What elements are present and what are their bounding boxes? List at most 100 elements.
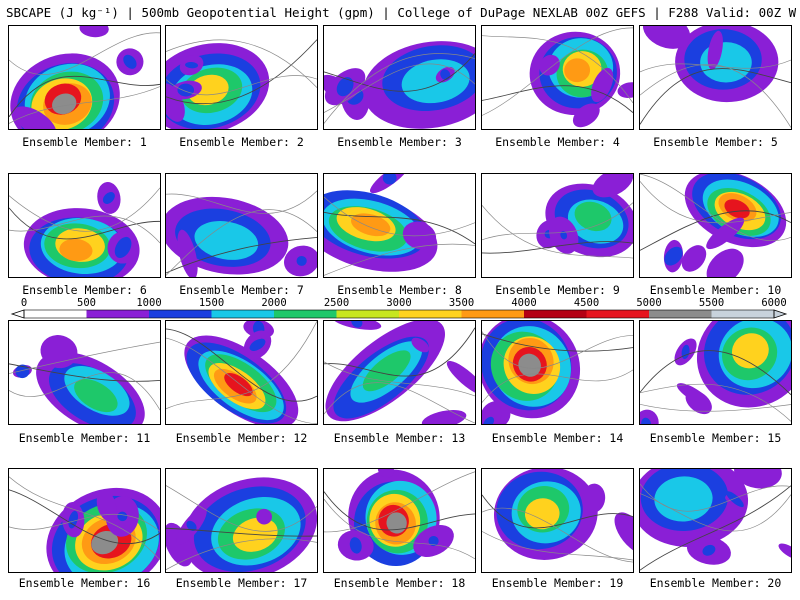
geopotential-contours	[640, 483, 791, 571]
cape-field-map	[640, 321, 791, 424]
ensemble-member-map	[165, 25, 318, 130]
cape-field-map	[482, 469, 633, 563]
cape-field-map	[640, 174, 791, 277]
cape-field-map	[640, 469, 791, 571]
colorbar-segment	[149, 310, 212, 318]
colorbar-segment	[586, 310, 649, 318]
cape-shading	[166, 43, 270, 129]
colorbar-tick-label: 6000	[761, 297, 787, 309]
cape-shading	[529, 31, 633, 128]
colorbar-tick-label: 1500	[198, 297, 225, 309]
panel-caption: Ensemble Member: 5	[653, 135, 778, 149]
geopotential-contours	[324, 196, 475, 276]
panel-caption: Ensemble Member: 6	[22, 283, 147, 297]
cape-shading	[10, 26, 144, 129]
colorbar-tick-label: 5500	[698, 297, 725, 309]
colorbar-tick-label: 0	[20, 297, 28, 309]
colorbar-tick-label: 4500	[573, 297, 600, 309]
geopotential-contours	[640, 59, 791, 128]
geopotential-contours	[482, 331, 633, 403]
cape-field-map	[482, 174, 633, 259]
colorbar-segment	[649, 310, 712, 318]
geopotential-contours	[640, 174, 791, 251]
panel-caption: Ensemble Member: 2	[179, 135, 304, 149]
colorbar-segment	[399, 310, 462, 318]
cape-field-map	[324, 174, 475, 276]
ensemble-member-map	[481, 173, 634, 278]
cape-shading	[482, 321, 581, 424]
panel-caption: Ensemble Member: 12	[175, 431, 308, 445]
cape-shading	[324, 41, 475, 129]
colorbar-high-arrow	[773, 309, 788, 319]
ensemble-member-map	[481, 320, 634, 425]
cape-shading	[640, 321, 791, 424]
panel-caption: Ensemble Member: 16	[18, 576, 151, 590]
cape-shading	[493, 469, 633, 560]
ensemble-member-map	[639, 25, 792, 130]
cape-shading	[640, 469, 791, 565]
geopotential-contours	[324, 327, 475, 424]
ensemble-member-map	[639, 320, 792, 425]
colorbar-tick-label: 2500	[323, 297, 350, 309]
cape-field-map	[166, 477, 317, 572]
cape-field-map	[640, 26, 791, 128]
geopotential-contours	[9, 341, 160, 411]
colorbar-segment	[711, 310, 774, 318]
cape-field-map	[9, 182, 160, 277]
colorbar-tick-label: 3500	[448, 297, 475, 309]
geopotential-contours	[324, 53, 475, 124]
colorbar-segment	[211, 310, 274, 318]
cape-shading	[663, 174, 787, 277]
colorbar-tick-label: 4000	[511, 297, 537, 309]
colorbar-scale	[10, 309, 788, 319]
ensemble-member-map	[8, 25, 161, 130]
cape-shading	[536, 174, 633, 258]
ensemble-member-map	[639, 173, 792, 278]
colorbar-segment	[274, 310, 337, 318]
colorbar-segment	[86, 310, 149, 318]
sbcape-colorbar: 0 500 1000 1500 2000 2500 3000 3500 4000 4500 5000…	[8, 297, 792, 321]
colorbar-segment	[336, 310, 399, 318]
geopotential-contours	[166, 190, 317, 276]
cape-field-map	[9, 476, 160, 572]
ensemble-member-map	[8, 468, 161, 573]
cape-shading	[12, 335, 145, 424]
ensemble-member-map	[481, 468, 634, 573]
cape-field-map	[166, 39, 317, 129]
colorbar-tick-label: 1000	[136, 297, 162, 309]
geopotential-contours	[482, 202, 633, 259]
colorbar-tick-label: 5000	[636, 297, 662, 309]
geopotential-contours	[324, 471, 475, 560]
panel-caption: Ensemble Member: 8	[337, 283, 462, 297]
panel-caption: Ensemble Member: 17	[175, 576, 308, 590]
panel-caption: Ensemble Member: 4	[495, 135, 620, 149]
map-title: SBCAPE (J kg⁻¹) | 500mb Geopotential Hei…	[6, 5, 796, 20]
geopotential-contours	[166, 321, 317, 424]
panel-caption: Ensemble Member: 18	[333, 576, 466, 590]
panel-caption: Ensemble Member: 14	[491, 431, 624, 445]
ensemble-member-map	[165, 320, 318, 425]
geopotential-contours	[9, 476, 160, 561]
colorbar-segment	[24, 310, 87, 318]
geopotential-contours	[166, 39, 317, 105]
cape-field-map	[324, 469, 475, 567]
cape-shading	[325, 321, 475, 424]
cape-field-map	[166, 190, 317, 277]
cape-field-map	[9, 335, 160, 424]
colorbar-tick-label: 3000	[386, 297, 412, 309]
ensemble-member-map	[165, 173, 318, 278]
panel-caption: Ensemble Member: 1	[22, 135, 147, 149]
geopotential-contours	[9, 187, 160, 244]
panel-caption: Ensemble Member: 10	[649, 283, 782, 297]
ensemble-member-map	[165, 468, 318, 573]
ensemble-member-map	[639, 468, 792, 573]
geopotential-contours	[640, 350, 791, 422]
ensemble-member-map	[323, 468, 476, 573]
panel-caption: Ensemble Member: 20	[649, 576, 782, 590]
geopotential-contours	[166, 485, 317, 570]
ensemble-member-map	[323, 25, 476, 130]
geopotential-contours	[482, 494, 633, 563]
panel-caption: Ensemble Member: 13	[333, 431, 466, 445]
cape-shading	[23, 182, 140, 277]
cape-field-map	[324, 321, 475, 424]
